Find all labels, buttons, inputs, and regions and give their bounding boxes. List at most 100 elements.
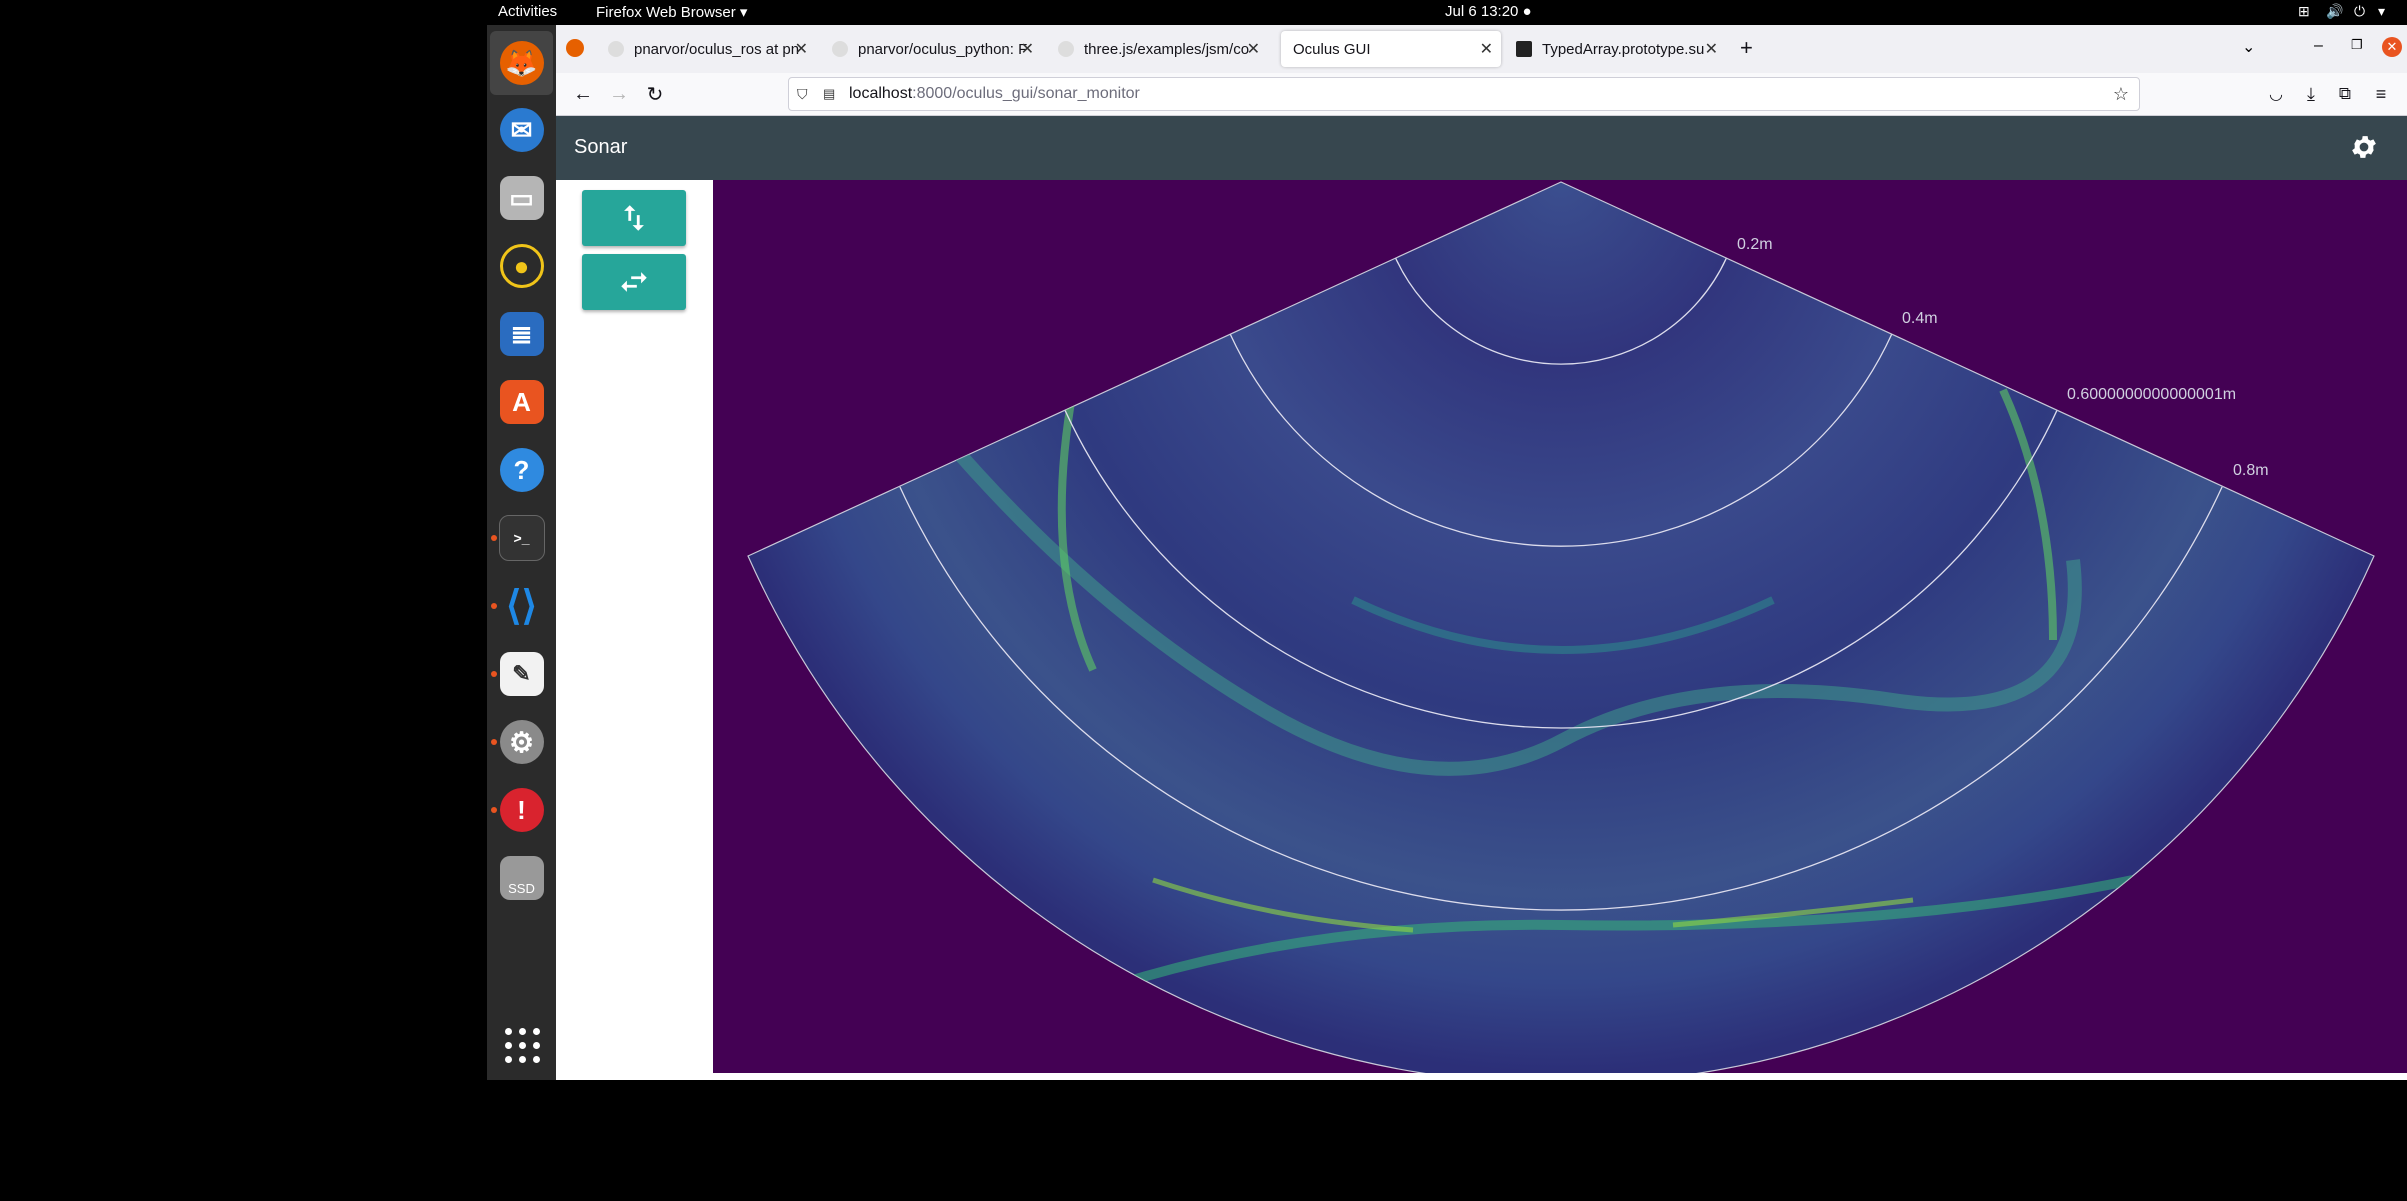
close-icon[interactable]: ✕: [794, 41, 808, 58]
url-host: localhost: [849, 85, 913, 102]
drive-icon: SSD: [499, 856, 544, 900]
web-page: Sonar: [556, 116, 2407, 1080]
tab-title: pnarvor/oculus_python: F: [858, 40, 1028, 58]
bookmark-star-icon[interactable]: ☆: [2112, 83, 2129, 104]
app-header: Sonar: [556, 116, 2407, 180]
thunderbird-icon: ✉: [499, 108, 544, 152]
tab-bar: pnarvor/oculus_ros at pn ✕ pnarvor/oculu…: [556, 25, 2407, 73]
vscode-icon: ⟨⟩: [505, 584, 538, 628]
dock-thunderbird[interactable]: ✉: [487, 98, 556, 162]
tab-oculus-ros[interactable]: pnarvor/oculus_ros at pn ✕: [596, 31, 816, 67]
tab-oculus-python[interactable]: pnarvor/oculus_python: F ✕: [820, 31, 1042, 67]
dock-rhythmbox[interactable]: ●: [487, 234, 556, 298]
tab-title: TypedArray.prototype.su: [1542, 40, 1705, 58]
alert-icon: !: [499, 788, 544, 832]
firefox-icon: 🦊: [499, 41, 544, 85]
dock-text-editor[interactable]: ✎: [487, 642, 556, 706]
chevron-down-icon[interactable]: ▾: [2378, 3, 2386, 19]
github-icon: [608, 41, 624, 57]
app-menu[interactable]: Firefox Web Browser ▾: [596, 4, 748, 21]
flip-horizontal-button[interactable]: [582, 254, 686, 310]
dock-help[interactable]: ?: [487, 438, 556, 502]
activities-button[interactable]: Activities: [498, 3, 558, 20]
tab-typedarray[interactable]: TypedArray.prototype.su ✕: [1504, 31, 1726, 67]
github-icon: [832, 41, 848, 57]
gear-icon[interactable]: [2349, 132, 2379, 162]
dock-app-center[interactable]: A: [487, 370, 556, 434]
show-apps-icon[interactable]: [505, 1028, 540, 1063]
tool-panel: [556, 180, 713, 1080]
tab-title: pnarvor/oculus_ros at pn: [634, 40, 800, 58]
close-icon[interactable]: ✕: [1020, 41, 1034, 58]
sonar-echo-bands: [937, 388, 2135, 1045]
mdn-icon: [1516, 41, 1532, 57]
menu-icon[interactable]: ≡: [2375, 83, 2387, 104]
page-title: Sonar: [574, 136, 628, 158]
range-label-1: 0.2m: [1737, 236, 1773, 253]
app-center-icon: A: [499, 380, 544, 424]
clock[interactable]: Jul 6 13:20 ●: [1445, 3, 1532, 20]
list-tabs-button[interactable]: ⌄: [2242, 39, 2256, 56]
close-icon[interactable]: ✕: [1246, 41, 1260, 58]
dock-updates[interactable]: !: [487, 778, 556, 842]
new-tab-button[interactable]: +: [1740, 35, 1753, 60]
tab-oculus-gui[interactable]: Oculus GUI ✕: [1281, 31, 1501, 67]
reload-button[interactable]: ↻: [646, 83, 664, 106]
running-indicator: [491, 739, 497, 745]
dock: 🦊 ✉ ▭ ● ≣ A ? >_ ⟨⟩ ✎ ⚙ ! SSD: [487, 25, 556, 1080]
range-label-2: 0.4m: [1902, 310, 1938, 327]
swap-horizontal-icon: [621, 272, 647, 292]
settings-icon: ⚙: [499, 720, 544, 764]
dock-vscode[interactable]: ⟨⟩: [487, 574, 556, 638]
range-label-4: 0.8m: [2233, 462, 2269, 479]
minimize-button[interactable]: –: [2314, 37, 2323, 54]
firefox-window: pnarvor/oculus_ros at pn ✕ pnarvor/oculu…: [556, 25, 2407, 1080]
volume-icon[interactable]: 🔊: [2326, 3, 2344, 19]
running-indicator: [491, 603, 497, 609]
text-editor-icon: ✎: [499, 652, 544, 696]
running-indicator: [491, 807, 497, 813]
pocket-icon[interactable]: ◡: [2269, 86, 2283, 103]
downloads-icon[interactable]: ⤓: [2307, 83, 2315, 104]
tab-title: Oculus GUI: [1293, 40, 1371, 58]
dock-settings[interactable]: ⚙: [487, 710, 556, 774]
sonar-fan-image[interactable]: 0.2m 0.4m 0.6000000000000001m 0.8m: [713, 180, 2407, 1073]
range-label-3: 0.6000000000000001m: [2067, 386, 2236, 403]
dock-files[interactable]: ▭: [487, 166, 556, 230]
page-info-icon[interactable]: ▤: [823, 86, 836, 101]
shield-icon[interactable]: ⛉: [797, 85, 808, 102]
close-icon[interactable]: ✕: [1704, 41, 1718, 58]
close-window-button[interactable]: ✕: [2382, 37, 2402, 57]
power-icon[interactable]: ⏻: [2354, 3, 2366, 19]
forward-button[interactable]: →: [609, 82, 629, 105]
url-bar[interactable]: ⛉ ▤ localhost :8000/oculus_gui/sonar_mon…: [788, 77, 2140, 111]
rhythmbox-icon: ●: [499, 244, 544, 288]
terminal-icon: >_: [498, 515, 545, 561]
dock-firefox[interactable]: 🦊: [490, 31, 553, 95]
dock-writer[interactable]: ≣: [487, 302, 556, 366]
desktop-background: [0, 1080, 2407, 1201]
tab-title: three.js/examples/jsm/co: [1084, 40, 1250, 58]
firefox-view-icon[interactable]: [566, 39, 584, 57]
dock-ssd[interactable]: SSD: [487, 846, 556, 910]
running-indicator: [491, 671, 497, 677]
range-rings: [899, 258, 2223, 911]
sonar-view[interactable]: 0.2m 0.4m 0.6000000000000001m 0.8m: [713, 180, 2407, 1073]
close-icon[interactable]: ✕: [1479, 41, 1493, 58]
navigation-bar: ← → ↻ ⛉ ▤ localhost :8000/oculus_gui/son…: [556, 73, 2407, 116]
files-icon: ▭: [499, 176, 544, 220]
url-path: :8000/oculus_gui/sonar_monitor: [912, 85, 1140, 102]
back-button[interactable]: ←: [573, 82, 593, 105]
swap-vertical-icon: [624, 205, 644, 231]
dock-terminal[interactable]: >_: [487, 506, 556, 570]
help-icon: ?: [499, 448, 544, 492]
restore-button[interactable]: ❐: [2351, 37, 2363, 52]
ssd-label: SSD: [508, 881, 535, 896]
extensions-icon[interactable]: ⧉: [2338, 84, 2352, 103]
network-icon[interactable]: ⊞: [2298, 3, 2310, 19]
github-icon: [1058, 41, 1074, 57]
tab-threejs[interactable]: three.js/examples/jsm/co ✕: [1046, 31, 1268, 67]
running-indicator: [491, 535, 497, 541]
flip-vertical-button[interactable]: [582, 190, 686, 246]
system-top-bar: Activities Firefox Web Browser ▾ Jul 6 1…: [0, 0, 2407, 25]
